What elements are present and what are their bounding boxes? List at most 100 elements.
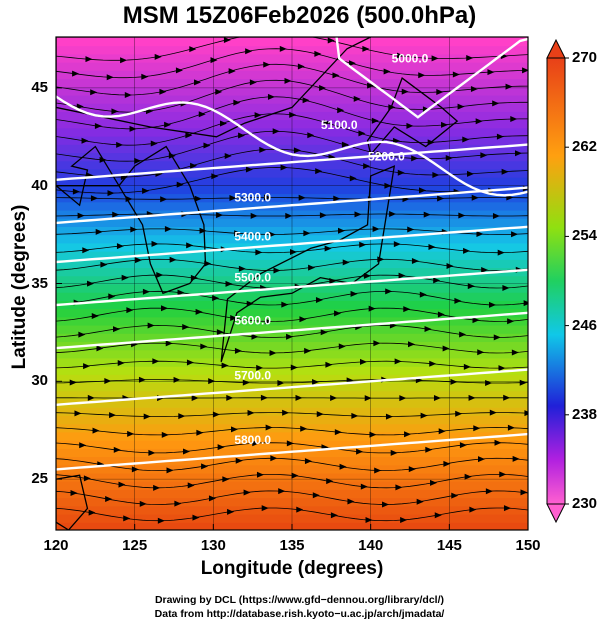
wind-arrow <box>83 475 91 482</box>
wind-arrow <box>113 326 120 333</box>
wind-arrow <box>87 280 95 287</box>
wind-arrow <box>337 227 345 234</box>
wind-arrow <box>263 61 271 68</box>
wind-arrow <box>249 79 257 86</box>
wind-arrow <box>334 429 342 436</box>
streamline <box>56 197 528 200</box>
wind-arrow <box>384 182 392 189</box>
wind-arrow <box>524 410 528 417</box>
wind-arrow <box>407 226 415 233</box>
wind-arrow <box>69 379 77 386</box>
wind-arrow <box>297 63 305 70</box>
wind-arrow <box>385 288 393 295</box>
wind-arrow <box>481 267 489 274</box>
wind-arrow <box>290 364 298 371</box>
colorbar-tick-label: 262 <box>572 138 598 156</box>
wind-arrow <box>208 378 216 385</box>
wind-arrow <box>323 119 331 126</box>
wind-arrow <box>312 378 320 385</box>
wind-arrow <box>285 212 293 219</box>
wind-arrow <box>437 311 445 318</box>
wind-arrow <box>419 187 427 194</box>
wind-arrow <box>485 379 493 386</box>
wind-arrow <box>281 301 289 308</box>
wind-arrow <box>174 500 182 507</box>
wind-arrow <box>442 345 450 352</box>
wind-arrow <box>264 194 272 201</box>
wind-arrow <box>423 211 431 218</box>
wind-arrow <box>148 449 156 456</box>
wind-arrow <box>396 52 404 59</box>
y-tick-label: 25 <box>31 470 48 488</box>
wind-arrow <box>315 297 323 304</box>
wind-arrow <box>459 442 467 449</box>
wind-arrow <box>246 300 254 307</box>
wind-arrow <box>382 501 390 508</box>
wind-arrow <box>77 212 85 219</box>
contour-label: 5500.0 <box>234 271 271 285</box>
wind-arrow <box>194 79 202 86</box>
wind-arrow <box>256 364 264 371</box>
wind-arrow <box>475 118 483 125</box>
wind-arrow <box>264 318 272 325</box>
wind-arrow <box>106 74 114 81</box>
wind-arrow <box>74 410 82 417</box>
wind-arrow <box>374 467 382 474</box>
wind-arrow <box>503 505 511 512</box>
streamline <box>56 166 528 194</box>
wind-arrow <box>189 46 197 53</box>
wind-arrow <box>485 488 493 495</box>
wind-arrow <box>492 213 500 220</box>
x-axis-label: Longitude (degrees) <box>200 558 384 579</box>
x-tick-label: 145 <box>436 537 462 554</box>
wind-arrow <box>511 231 519 238</box>
wind-arrow <box>152 358 160 365</box>
y-tick-label: 35 <box>31 274 48 292</box>
wind-arrow <box>270 455 278 462</box>
wind-arrow <box>116 243 124 250</box>
wind-arrow <box>108 293 116 300</box>
wind-arrow <box>296 506 304 513</box>
wind-arrow <box>153 484 161 491</box>
wind-arrow <box>519 379 527 386</box>
wind-arrow <box>245 166 253 173</box>
wind-arrow <box>468 394 476 401</box>
chart-title: MSM 15Z06Feb2026 (500.0hPa) <box>122 2 477 29</box>
height-contour <box>56 95 528 197</box>
wind-arrow <box>261 505 269 512</box>
wind-arrow <box>364 395 372 402</box>
streamline <box>56 307 528 322</box>
x-tick-label: 150 <box>515 537 541 554</box>
wind-arrow <box>164 121 172 128</box>
wind-arrow <box>116 141 124 148</box>
wind-arrow <box>457 103 465 110</box>
height-contour <box>56 143 528 181</box>
wind-arrow <box>123 515 131 522</box>
colorbar-tick-label: 230 <box>572 495 598 512</box>
contour-label: 5800.0 <box>234 433 271 447</box>
wind-arrow <box>286 333 294 340</box>
wind-arrow <box>161 431 169 438</box>
wind-arrow <box>199 227 207 234</box>
wind-arrow <box>289 111 297 118</box>
colorbar-tick-label: 238 <box>572 405 598 423</box>
wind-arrow <box>360 358 368 365</box>
wind-arrow <box>186 242 194 249</box>
height-contours: 5000.0 5100.0 5200.0 5300.0 5400.0 5500.0 5600… <box>56 37 528 471</box>
wind-arrow <box>196 429 204 436</box>
wind-arrow <box>406 122 414 129</box>
credit-drawing: Drawing by DCL (https://www.gfd−dennou.o… <box>154 594 445 606</box>
colorbar-min-arrow <box>546 503 566 524</box>
wind-arrow <box>111 108 119 115</box>
wind-arrow <box>286 440 294 447</box>
wind-arrow <box>90 195 98 202</box>
wind-arrow <box>312 492 320 499</box>
wind-arrow <box>462 136 470 143</box>
wind-arrow <box>341 141 349 148</box>
coastline <box>220 165 396 362</box>
axis-ticks <box>55 87 529 530</box>
wind-arrow <box>104 378 112 385</box>
wind-arrow <box>354 211 362 218</box>
wind-arrow <box>499 471 507 478</box>
